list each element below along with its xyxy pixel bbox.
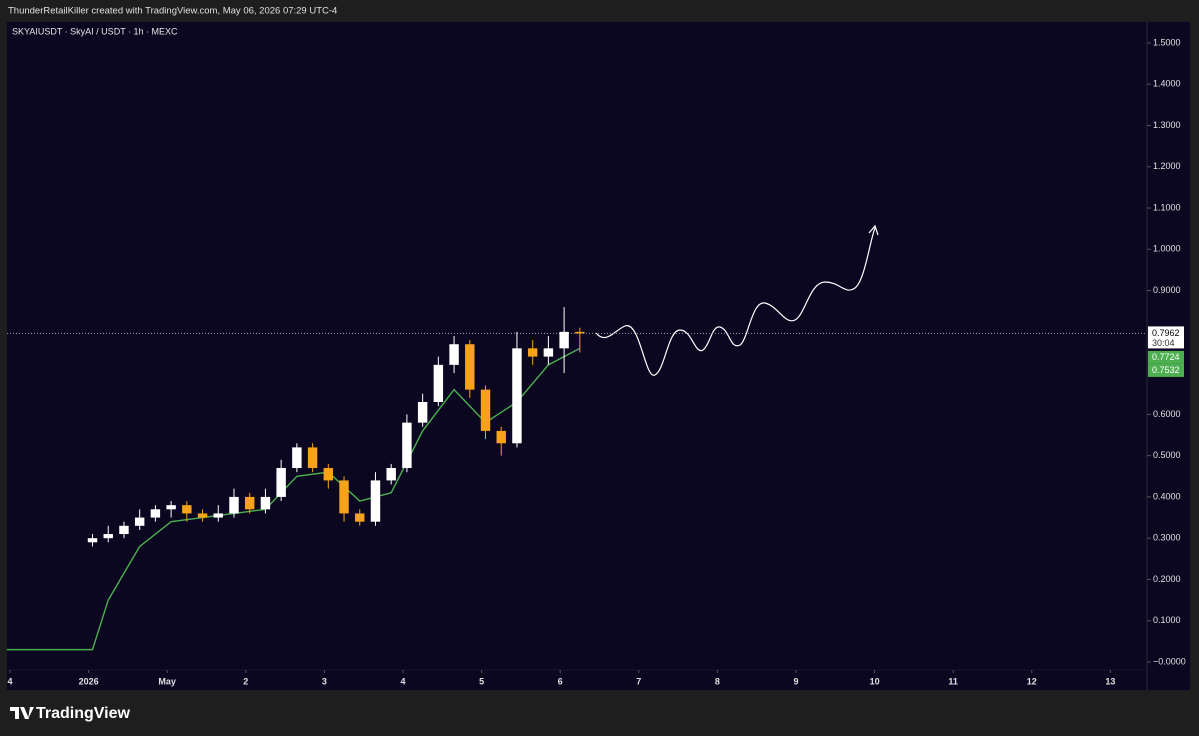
y-tick-label: 1.3000 bbox=[1153, 120, 1181, 130]
candle-body bbox=[307, 447, 318, 469]
x-tick-label: 3 bbox=[322, 676, 327, 686]
candle-body bbox=[449, 344, 459, 365]
y-tick-label: 1.0000 bbox=[1153, 244, 1181, 254]
header-text: ThunderRetailKiller created with Trading… bbox=[8, 6, 337, 17]
y-tick-label: 0.2000 bbox=[1153, 574, 1181, 584]
x-tick-label: 4 bbox=[7, 676, 12, 686]
x-tick-label: 4 bbox=[400, 676, 405, 686]
x-tick-label: 6 bbox=[558, 676, 563, 686]
y-tick-label: 0.9000 bbox=[1153, 285, 1181, 295]
x-tick-label: May bbox=[158, 676, 176, 686]
candle-body bbox=[433, 364, 444, 403]
x-tick-label: 10 bbox=[870, 676, 880, 686]
candle-body bbox=[134, 517, 145, 526]
candle-body bbox=[87, 538, 98, 543]
x-tick-label: 7 bbox=[636, 676, 641, 686]
candle-body bbox=[417, 402, 428, 423]
y-tick-label: 0.3000 bbox=[1153, 533, 1181, 543]
candle-body bbox=[575, 331, 585, 334]
ma-price-box bbox=[1148, 350, 1184, 364]
candle-body bbox=[465, 344, 475, 390]
candle-body bbox=[292, 447, 302, 469]
x-tick-label: 8 bbox=[715, 676, 720, 686]
candle-body bbox=[323, 468, 334, 481]
plot-background bbox=[7, 22, 1190, 690]
y-tick-label: 1.1000 bbox=[1153, 202, 1181, 212]
candle-body bbox=[260, 496, 271, 510]
x-tick-label: 2 bbox=[243, 676, 248, 686]
candle-body bbox=[559, 331, 569, 349]
y-tick-label: 1.5000 bbox=[1153, 37, 1181, 47]
y-tick-label: 1.2000 bbox=[1153, 161, 1181, 171]
y-tick-label: 0.4000 bbox=[1153, 491, 1181, 501]
ma-price-box bbox=[1148, 363, 1184, 377]
projection-path bbox=[595, 224, 879, 376]
moving-average bbox=[7, 347, 581, 651]
candle-body bbox=[276, 468, 286, 497]
candle-body bbox=[480, 389, 491, 431]
candle-body bbox=[119, 525, 129, 535]
candle-body bbox=[339, 480, 349, 514]
x-tick-label: 2026 bbox=[79, 676, 99, 686]
candle-body bbox=[197, 513, 208, 518]
x-tick-label: 11 bbox=[948, 676, 958, 686]
candle-body bbox=[496, 430, 506, 444]
candle-body bbox=[244, 496, 255, 510]
y-tick-label: −0.0000 bbox=[1153, 656, 1186, 666]
candle-body bbox=[512, 348, 522, 444]
footer-brand: TradingView bbox=[36, 705, 131, 722]
chart-title: SKYAIUSDT · SkyAI / USDT · 1h · MEXC bbox=[12, 26, 178, 36]
y-tick-label: 1.4000 bbox=[1153, 79, 1181, 89]
candle-body bbox=[182, 505, 192, 514]
last-price-box bbox=[1148, 326, 1184, 349]
footer-logo bbox=[10, 707, 34, 719]
y-tick-label: 0.6000 bbox=[1153, 409, 1181, 419]
candle-body bbox=[527, 348, 538, 357]
candle-body bbox=[355, 513, 365, 522]
candle-body bbox=[150, 509, 161, 518]
candle-body bbox=[402, 422, 412, 469]
candle-body bbox=[543, 348, 554, 357]
candle-body bbox=[103, 534, 113, 539]
x-tick-label: 13 bbox=[1105, 676, 1115, 686]
candle-body bbox=[229, 496, 239, 514]
ma-price-label: 0.7724 bbox=[1152, 352, 1180, 362]
x-tick-label: 12 bbox=[1027, 676, 1037, 686]
candle-body bbox=[370, 480, 381, 522]
ma-price-label: 0.7532 bbox=[1152, 365, 1180, 375]
last-price-label: 0.7962 bbox=[1152, 328, 1180, 338]
y-tick-label: 0.5000 bbox=[1153, 450, 1181, 460]
y-tick-label: 0.1000 bbox=[1153, 615, 1181, 625]
candle-body bbox=[213, 513, 223, 518]
candle-body bbox=[166, 505, 176, 510]
x-tick-label: 9 bbox=[793, 676, 798, 686]
x-tick-label: 5 bbox=[479, 676, 484, 686]
countdown-label: 30:04 bbox=[1152, 338, 1175, 348]
candle-body bbox=[386, 468, 396, 481]
